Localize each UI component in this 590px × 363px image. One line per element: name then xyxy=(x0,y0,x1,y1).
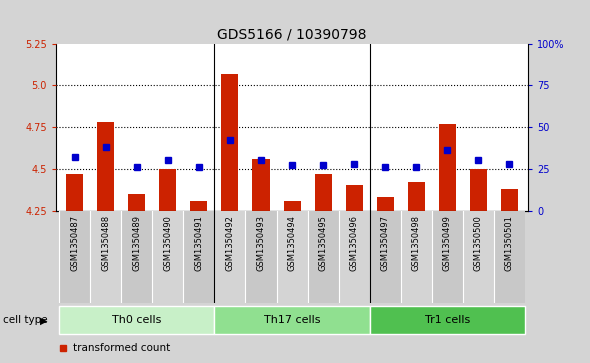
Text: GSM1350493: GSM1350493 xyxy=(257,215,266,271)
FancyBboxPatch shape xyxy=(214,306,370,334)
Bar xyxy=(376,197,394,211)
Text: GSM1350499: GSM1350499 xyxy=(443,215,452,271)
Bar xyxy=(97,122,114,211)
Bar xyxy=(122,211,152,303)
Bar xyxy=(253,159,270,211)
Bar xyxy=(59,211,90,303)
Text: cell type: cell type xyxy=(3,315,48,325)
Text: GSM1350492: GSM1350492 xyxy=(225,215,234,271)
Bar xyxy=(494,211,525,303)
FancyBboxPatch shape xyxy=(370,306,525,334)
Bar xyxy=(401,211,432,303)
Text: GSM1350501: GSM1350501 xyxy=(505,215,514,271)
Bar xyxy=(284,200,300,211)
Bar xyxy=(214,211,245,303)
Bar xyxy=(191,200,208,211)
Text: GSM1350491: GSM1350491 xyxy=(194,215,204,271)
Bar xyxy=(408,182,425,211)
Text: GSM1350498: GSM1350498 xyxy=(412,215,421,271)
Bar xyxy=(159,169,176,211)
Text: GSM1350500: GSM1350500 xyxy=(474,215,483,271)
Bar xyxy=(221,74,238,211)
Bar xyxy=(314,174,332,211)
Text: GSM1350496: GSM1350496 xyxy=(350,215,359,271)
Text: GSM1350488: GSM1350488 xyxy=(101,215,110,271)
Bar xyxy=(439,124,456,211)
Text: GSM1350494: GSM1350494 xyxy=(287,215,297,271)
Text: GSM1350497: GSM1350497 xyxy=(381,215,390,271)
Text: ▶: ▶ xyxy=(40,315,48,325)
Bar xyxy=(128,194,145,211)
Bar xyxy=(501,189,518,211)
Text: GSM1350487: GSM1350487 xyxy=(70,215,79,271)
Bar xyxy=(66,174,83,211)
Bar xyxy=(90,211,122,303)
Bar xyxy=(346,185,363,211)
Bar xyxy=(307,211,339,303)
Text: GSM1350489: GSM1350489 xyxy=(132,215,141,271)
Bar xyxy=(245,211,277,303)
Bar xyxy=(370,211,401,303)
Text: GSM1350490: GSM1350490 xyxy=(163,215,172,271)
Text: GSM1350495: GSM1350495 xyxy=(319,215,327,271)
Text: Tr1 cells: Tr1 cells xyxy=(425,315,470,325)
Bar xyxy=(339,211,370,303)
Bar xyxy=(432,211,463,303)
Text: transformed count: transformed count xyxy=(73,343,170,352)
Text: Th17 cells: Th17 cells xyxy=(264,315,320,325)
Text: Th0 cells: Th0 cells xyxy=(112,315,162,325)
Bar xyxy=(463,211,494,303)
Bar xyxy=(183,211,214,303)
Bar xyxy=(277,211,307,303)
FancyBboxPatch shape xyxy=(59,306,214,334)
Bar xyxy=(152,211,183,303)
Bar xyxy=(470,169,487,211)
Title: GDS5166 / 10390798: GDS5166 / 10390798 xyxy=(217,27,367,41)
